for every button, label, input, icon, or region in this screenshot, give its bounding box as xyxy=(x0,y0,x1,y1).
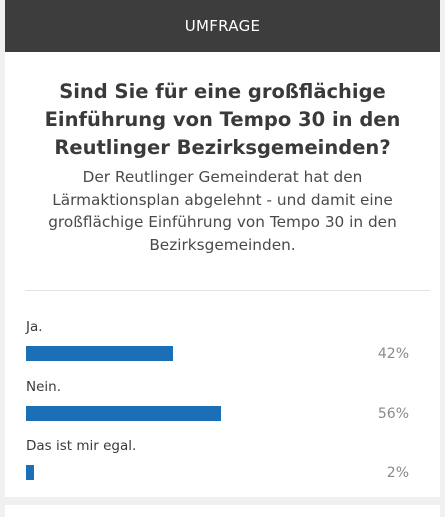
option-percent: 56% xyxy=(377,406,409,422)
option-percent: 2% xyxy=(386,465,409,481)
option-label: Das ist mir egal. xyxy=(26,438,137,454)
poll-option-ja[interactable]: Ja. 42% xyxy=(26,318,426,363)
poll-option-egal[interactable]: Das ist mir egal. 2% xyxy=(26,437,426,482)
result-bar-fill xyxy=(26,346,174,361)
result-bar-track xyxy=(26,346,346,361)
result-bar-track xyxy=(26,465,346,480)
poll-header: UMFRAGE xyxy=(5,0,440,52)
next-card-edge xyxy=(5,505,440,517)
divider xyxy=(25,290,430,291)
poll-card: UMFRAGE Sind Sie für eine großflächige E… xyxy=(5,0,440,497)
option-label: Ja. xyxy=(26,319,43,335)
poll-option-nein[interactable]: Nein. 56% xyxy=(26,378,426,423)
result-bar-track xyxy=(26,406,346,421)
option-label: Nein. xyxy=(26,379,62,395)
result-bar-fill xyxy=(26,465,34,480)
result-bar-fill xyxy=(26,406,222,421)
poll-header-title: UMFRAGE xyxy=(184,17,261,35)
poll-question: Sind Sie für eine großflächige Einführun… xyxy=(44,80,401,159)
poll-description: Der Reutlinger Gemeinderat hat den Lärma… xyxy=(48,168,397,254)
option-percent: 42% xyxy=(377,346,409,362)
